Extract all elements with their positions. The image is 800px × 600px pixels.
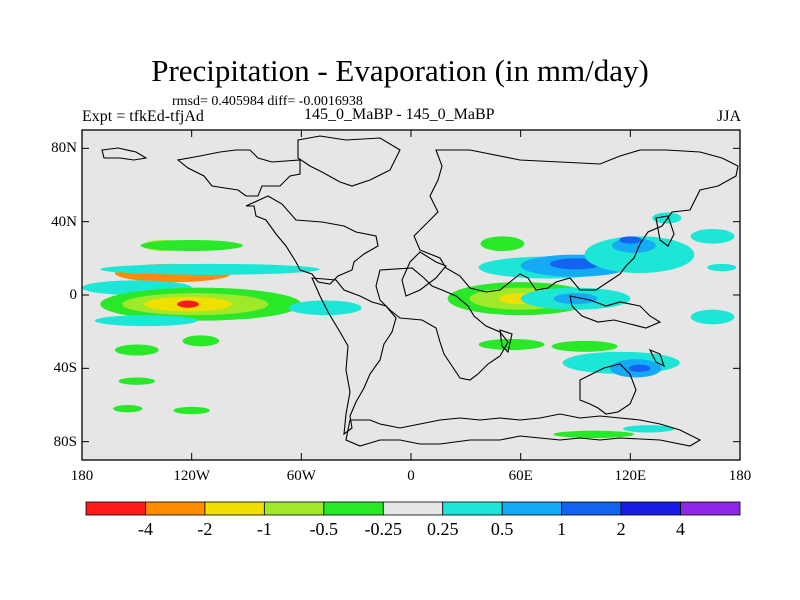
field-region-31 [628,364,651,373]
colorbar-swatch-5 [382,501,444,516]
colorbar-swatch-2 [204,501,265,516]
field-region-23 [652,212,682,224]
coastlines [101,135,740,447]
colorbar-swatch-7 [501,501,563,516]
y-tick-label-1: 40N [51,213,77,230]
field-region-36 [690,229,735,244]
field-region-32 [551,340,618,352]
field-region-11 [182,335,220,347]
field-region-9 [94,315,198,327]
colorbar-label-6: 0.5 [490,519,514,539]
field-region-13 [113,405,143,413]
x-tick-label-4: 60E [508,468,533,484]
case-label: 145_0_MaBP - 145_0_MaBP [304,106,495,123]
field-region-8 [177,300,199,308]
field-region-10 [114,344,159,356]
colorbar-swatch-6 [442,501,503,516]
field-region-34 [553,430,634,439]
colorbar-label-8: 2 [616,519,626,539]
colorbar-label-3: -0.5 [309,519,339,539]
colorbar-swatch-10 [680,501,741,516]
y-tick-label-2: 0 [69,287,78,303]
x-tick-label-5: 120E [614,468,647,484]
field-region-2 [140,240,243,251]
colorbar-label-1: -2 [197,519,213,539]
colorbar-label-5: 0.25 [426,519,459,539]
x-tick-label-1: 120W [173,468,210,484]
x-tick-label-3: 0 [407,468,415,484]
x-tick-label-6: 180 [728,468,752,484]
y-tick-label-3: 40S [53,360,77,377]
field-region-16 [480,236,525,252]
colorbar-swatch-8 [561,501,622,516]
colorbar-swatch-1 [145,501,206,516]
colorbar-swatch-9 [620,501,681,516]
field-region-38 [707,263,737,272]
colorbar-swatch-3 [263,501,325,516]
colorbar-label-4: -0.25 [364,519,403,539]
colorbar-label-0: -4 [137,519,153,539]
field-region-22 [619,236,642,244]
y-tick-label-0: 80N [51,140,77,157]
y-tick-label-4: 80S [53,433,77,450]
field-region-15 [288,300,362,316]
stats-line: rmsd= 0.405984 diff= -0.0016938 [172,94,363,109]
x-tick-label-0: 180 [70,468,94,484]
field-region-28 [553,293,598,305]
field-region-37 [690,309,735,325]
colorbar-label-2: -1 [256,519,272,539]
x-tick-label-2: 60W [286,468,316,484]
season-label: JJA [716,108,741,125]
experiment-label: Expt = tfkEd-tfjAd [82,108,204,125]
colorbar-label-7: 1 [557,519,567,539]
chart-title: Precipitation - Evaporation (in mm/day) [151,53,649,88]
field-region-14 [173,406,210,415]
colorbar-swatch-0 [85,501,146,516]
field-region-35 [623,425,675,433]
field-region-33 [478,339,545,350]
field-region-3 [100,263,320,275]
field-region-12 [118,377,156,385]
colorbar-swatch-4 [323,501,384,516]
colorbar-label-9: 4 [676,519,686,539]
